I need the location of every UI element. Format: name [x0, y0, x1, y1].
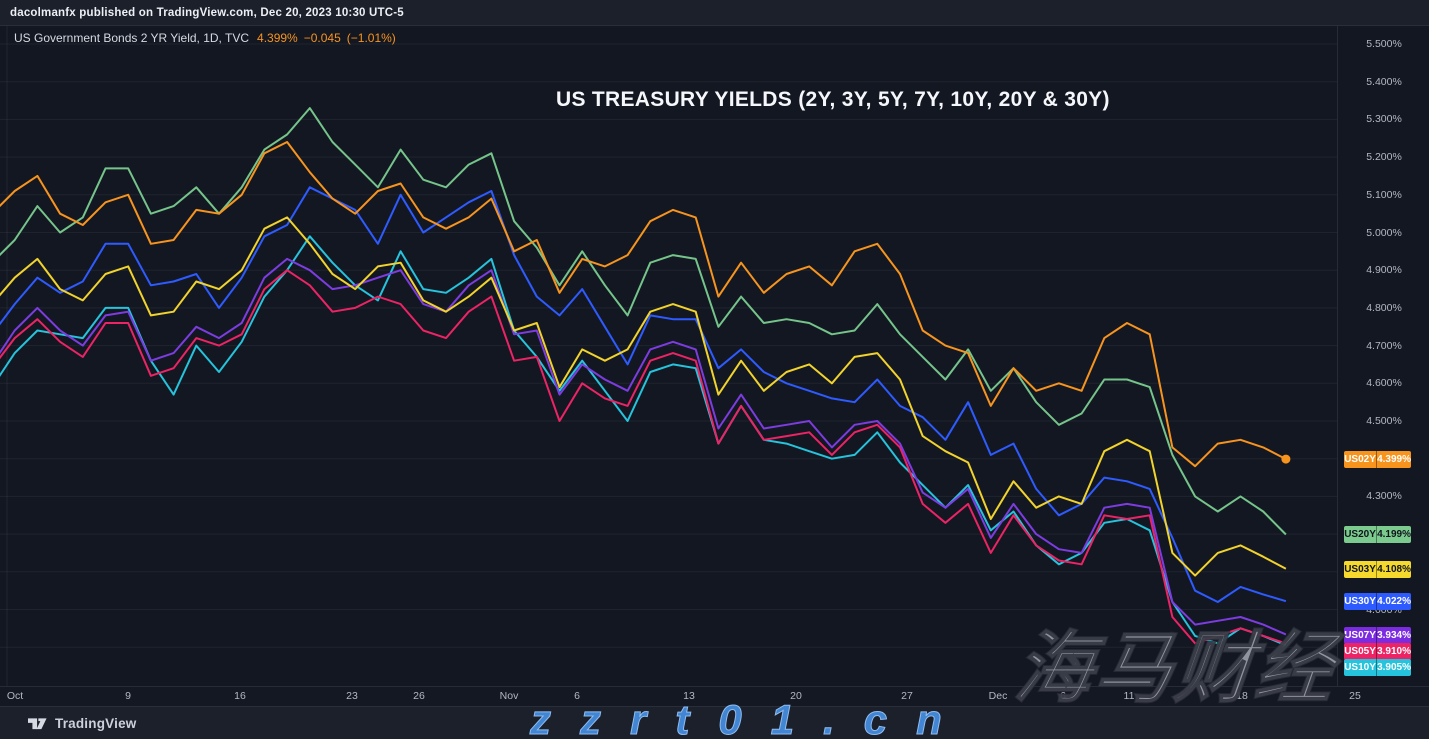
last-price-marker-US02Y [1281, 454, 1291, 464]
price-tag-value: 4.022% [1376, 593, 1411, 610]
time-axis-label: 9 [125, 690, 131, 702]
series-line-US20Y[interactable] [0, 107, 1287, 536]
time-axis-label: 16 [234, 690, 246, 702]
price-axis-label: 5.500% [1366, 38, 1402, 50]
price-tag-value: 4.108% [1376, 561, 1411, 578]
time-axis-label: 13 [683, 690, 695, 702]
price-axis-label: 4.700% [1366, 339, 1402, 352]
price-tag-value: 3.910% [1376, 643, 1411, 660]
time-axis-label: 6 [1060, 690, 1066, 702]
price-tag-US30Y[interactable]: US30Y 4.022% [1344, 593, 1411, 610]
change-percent: (−1.01%) [346, 31, 396, 45]
time-axis-label: 11 [1123, 690, 1135, 702]
tradingview-logo-icon[interactable] [28, 716, 47, 731]
price-axis-label: 4.300% [1366, 490, 1402, 503]
price-axis-label: 4.600% [1366, 377, 1402, 390]
series-line-US07Y[interactable] [0, 257, 1287, 636]
series-line-US30Y[interactable] [0, 186, 1287, 603]
time-axis-label: 25 [1349, 690, 1361, 702]
chart-canvas[interactable] [0, 26, 1337, 686]
price-tag-ticker: US03Y [1344, 564, 1376, 575]
price-tag-value: 4.199% [1376, 526, 1411, 543]
price-axis-label: 5.400% [1366, 75, 1402, 88]
series-line-US03Y[interactable] [0, 216, 1287, 577]
series-line-US05Y[interactable] [0, 269, 1287, 645]
time-axis-label: 26 [413, 690, 425, 702]
price-tag-ticker: US30Y [1344, 596, 1376, 607]
price-tag-US03Y[interactable]: US03Y 4.108% [1344, 561, 1411, 578]
price-tag-US07Y[interactable]: US07Y 3.934% [1344, 627, 1411, 644]
price-tag-value: 3.934% [1376, 627, 1411, 644]
price-tag-ticker: US20Y [1344, 529, 1376, 540]
time-axis-label: Nov [499, 690, 519, 702]
time-axis-label: Dec [988, 690, 1008, 702]
brand-bar: TradingView [0, 706, 1429, 739]
chart-title-annotation: US TREASURY YIELDS (2Y, 3Y, 5Y, 7Y, 10Y,… [556, 88, 1110, 111]
time-axis-label: 6 [574, 690, 580, 702]
price-tag-value: 3.905% [1376, 659, 1411, 676]
price-tag-US02Y[interactable]: US02Y 4.399% [1344, 451, 1411, 468]
price-axis-label: 4.900% [1366, 264, 1402, 277]
series-line-US10Y[interactable] [0, 235, 1287, 647]
price-tag-US20Y[interactable]: US20Y 4.199% [1344, 526, 1411, 543]
series-line-US02Y[interactable] [0, 141, 1287, 468]
price-tag-US05Y[interactable]: US05Y 3.910% [1344, 643, 1411, 660]
price-tag-value: 4.399% [1376, 451, 1411, 468]
price-axis-label: 5.300% [1366, 113, 1402, 126]
tradingview-wordmark[interactable]: TradingView [55, 715, 137, 731]
price-tag-US10Y[interactable]: US10Y 3.905% [1344, 659, 1411, 676]
price-tag-ticker: US10Y [1344, 662, 1376, 673]
time-axis-label: 18 [1236, 690, 1248, 702]
legend[interactable]: US Government Bonds 2 YR Yield, 1D, TVC 4… [14, 31, 402, 45]
price-axis-label: 5.100% [1366, 188, 1402, 201]
time-axis[interactable]: Oct 9 16 23 26 Nov 6 13 20 27 Dec 6 11 18 25 [0, 686, 1429, 706]
symbol-title[interactable]: US Government Bonds 2 YR Yield, 1D, TVC [14, 31, 250, 45]
price-axis[interactable]: 5.500% 5.400% 5.300% 5.200% 5.100% 5.000% 4.90… [1337, 26, 1429, 686]
attribution-bar: dacolmanfx published on TradingView.com,… [0, 0, 1429, 26]
price-axis-label: 5.200% [1366, 151, 1402, 164]
price-axis-label: 4.500% [1366, 415, 1402, 427]
time-axis-label: 20 [790, 690, 802, 702]
price-tag-ticker: US07Y [1344, 630, 1376, 641]
price-tag-ticker: US05Y [1344, 646, 1376, 657]
attribution-text: dacolmanfx published on TradingView.com,… [10, 6, 404, 19]
last-value: 4.399% [257, 31, 298, 45]
time-axis-label: 23 [346, 690, 358, 702]
price-axis-label: 5.000% [1366, 226, 1402, 239]
change-value: −0.045 [303, 31, 341, 45]
time-axis-label: 27 [901, 690, 913, 702]
time-axis-label: Oct [6, 690, 24, 702]
price-axis-label: 4.800% [1366, 301, 1402, 314]
price-tag-ticker: US02Y [1344, 454, 1376, 465]
